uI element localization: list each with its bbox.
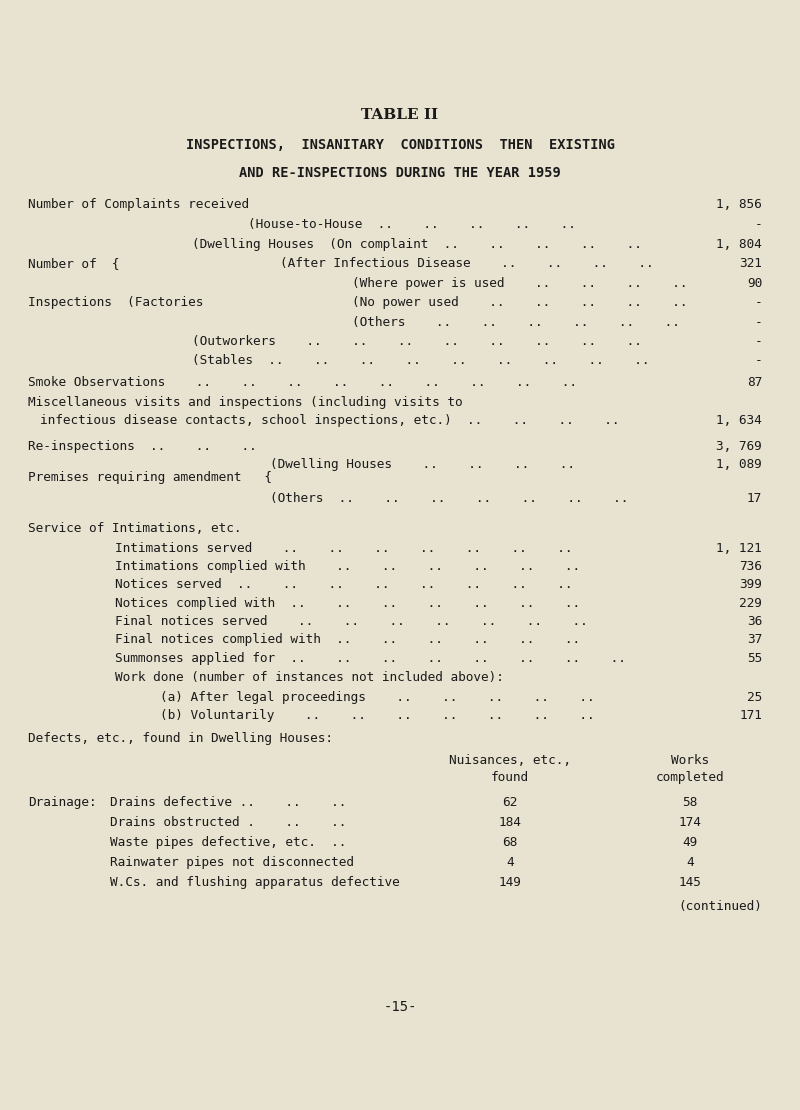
Text: 55: 55 [746, 652, 762, 665]
Text: TABLE II: TABLE II [362, 108, 438, 122]
Text: Nuisances, etc.,: Nuisances, etc., [449, 754, 571, 767]
Text: Number of  {: Number of { [28, 258, 119, 270]
Text: 174: 174 [678, 816, 702, 829]
Text: 68: 68 [502, 836, 518, 849]
Text: Works: Works [671, 754, 709, 767]
Text: 399: 399 [739, 578, 762, 591]
Text: AND RE-INSPECTIONS DURING THE YEAR 1959: AND RE-INSPECTIONS DURING THE YEAR 1959 [239, 166, 561, 180]
Text: -: - [754, 354, 762, 367]
Text: Drainage:: Drainage: [28, 796, 97, 809]
Text: Service of Intimations, etc.: Service of Intimations, etc. [28, 522, 242, 535]
Text: 229: 229 [739, 597, 762, 611]
Text: 149: 149 [498, 876, 522, 889]
Text: (b) Voluntarily    ..    ..    ..    ..    ..    ..    ..: (b) Voluntarily .. .. .. .. .. .. .. [160, 709, 594, 722]
Text: 736: 736 [739, 561, 762, 573]
Text: (Dwelling Houses  (On complaint  ..    ..    ..    ..    ..: (Dwelling Houses (On complaint .. .. .. … [192, 238, 642, 251]
Text: 37: 37 [746, 633, 762, 646]
Text: -15-: -15- [383, 1000, 417, 1015]
Text: -: - [754, 316, 762, 329]
Text: 184: 184 [498, 816, 522, 829]
Text: 1, 121: 1, 121 [716, 542, 762, 555]
Text: 87: 87 [746, 376, 762, 388]
Text: (Where power is used    ..    ..    ..    ..: (Where power is used .. .. .. .. [352, 278, 687, 290]
Text: 1, 634: 1, 634 [716, 414, 762, 427]
Text: (Stables  ..    ..    ..    ..    ..    ..    ..    ..    ..: (Stables .. .. .. .. .. .. .. .. .. [192, 354, 650, 367]
Text: Smoke Observations    ..    ..    ..    ..    ..    ..    ..    ..    ..: Smoke Observations .. .. .. .. .. .. .. … [28, 376, 577, 388]
Text: 62: 62 [502, 796, 518, 809]
Text: W.Cs. and flushing apparatus defective: W.Cs. and flushing apparatus defective [110, 876, 400, 889]
Text: (Others  ..    ..    ..    ..    ..    ..    ..: (Others .. .. .. .. .. .. .. [270, 492, 628, 505]
Text: 1, 856: 1, 856 [716, 198, 762, 211]
Text: Intimations complied with    ..    ..    ..    ..    ..    ..: Intimations complied with .. .. .. .. ..… [115, 561, 580, 573]
Text: Rainwater pipes not disconnected: Rainwater pipes not disconnected [110, 856, 354, 869]
Text: (Outworkers    ..    ..    ..    ..    ..    ..    ..    ..: (Outworkers .. .. .. .. .. .. .. .. [192, 335, 642, 349]
Text: 145: 145 [678, 876, 702, 889]
Text: Notices served  ..    ..    ..    ..    ..    ..    ..    ..: Notices served .. .. .. .. .. .. .. .. [115, 578, 573, 591]
Text: 36: 36 [746, 615, 762, 628]
Text: Final notices served    ..    ..    ..    ..    ..    ..    ..: Final notices served .. .. .. .. .. .. .… [115, 615, 588, 628]
Text: 4: 4 [686, 856, 694, 869]
Text: -: - [754, 218, 762, 231]
Text: (Others    ..    ..    ..    ..    ..    ..: (Others .. .. .. .. .. .. [352, 316, 680, 329]
Text: (continued): (continued) [678, 900, 762, 914]
Text: Miscellaneous visits and inspections (including visits to: Miscellaneous visits and inspections (in… [28, 396, 462, 408]
Text: 171: 171 [739, 709, 762, 722]
Text: Intimations served    ..    ..    ..    ..    ..    ..    ..: Intimations served .. .. .. .. .. .. .. [115, 542, 573, 555]
Text: 58: 58 [682, 796, 698, 809]
Text: (House-to-House  ..    ..    ..    ..    ..: (House-to-House .. .. .. .. .. [248, 218, 576, 231]
Text: Final notices complied with  ..    ..    ..    ..    ..    ..: Final notices complied with .. .. .. .. … [115, 633, 580, 646]
Text: -: - [754, 335, 762, 349]
Text: Work done (number of instances not included above):: Work done (number of instances not inclu… [115, 672, 504, 684]
Text: 1, 089: 1, 089 [716, 458, 762, 471]
Text: found: found [491, 771, 529, 784]
Text: -: - [754, 296, 762, 309]
Text: (No power used    ..    ..    ..    ..    ..: (No power used .. .. .. .. .. [352, 296, 687, 309]
Text: (a) After legal proceedings    ..    ..    ..    ..    ..: (a) After legal proceedings .. .. .. .. … [160, 692, 594, 704]
Text: Notices complied with  ..    ..    ..    ..    ..    ..    ..: Notices complied with .. .. .. .. .. .. … [115, 597, 580, 611]
Text: Drains obstructed .    ..    ..: Drains obstructed . .. .. [110, 816, 346, 829]
Text: Number of Complaints received: Number of Complaints received [28, 198, 249, 211]
Text: Re-inspections  ..    ..    ..: Re-inspections .. .. .. [28, 440, 257, 453]
Text: completed: completed [656, 771, 724, 784]
Text: Defects, etc., found in Dwelling Houses:: Defects, etc., found in Dwelling Houses: [28, 731, 333, 745]
Text: Summonses applied for  ..    ..    ..    ..    ..    ..    ..    ..: Summonses applied for .. .. .. .. .. .. … [115, 652, 626, 665]
Text: 90: 90 [746, 278, 762, 290]
Text: Inspections  (Factories: Inspections (Factories [28, 296, 203, 309]
Text: Waste pipes defective, etc.  ..: Waste pipes defective, etc. .. [110, 836, 346, 849]
Text: 3, 769: 3, 769 [716, 440, 762, 453]
Text: infectious disease contacts, school inspections, etc.)  ..    ..    ..    ..: infectious disease contacts, school insp… [40, 414, 619, 427]
Text: 321: 321 [739, 258, 762, 270]
Text: 17: 17 [746, 492, 762, 505]
Text: INSPECTIONS,  INSANITARY  CONDITIONS  THEN  EXISTING: INSPECTIONS, INSANITARY CONDITIONS THEN … [186, 138, 614, 152]
Text: (Dwelling Houses    ..    ..    ..    ..: (Dwelling Houses .. .. .. .. [270, 458, 575, 471]
Text: 4: 4 [506, 856, 514, 869]
Text: Premises requiring amendment   {: Premises requiring amendment { [28, 471, 272, 484]
Text: Drains defective ..    ..    ..: Drains defective .. .. .. [110, 796, 346, 809]
Text: 25: 25 [746, 692, 762, 704]
Text: 1, 804: 1, 804 [716, 238, 762, 251]
Text: (After Infectious Disease    ..    ..    ..    ..: (After Infectious Disease .. .. .. .. [280, 258, 654, 270]
Text: 49: 49 [682, 836, 698, 849]
